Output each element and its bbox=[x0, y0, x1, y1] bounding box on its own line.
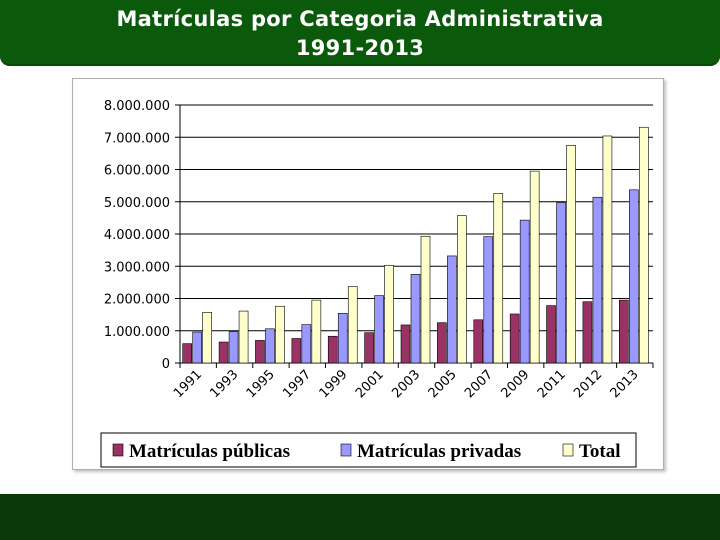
bar-private bbox=[265, 328, 275, 364]
bar-total bbox=[202, 312, 212, 364]
legend-item-private: Matrículas privadas bbox=[357, 441, 521, 462]
bar-public bbox=[218, 341, 229, 364]
x-tick-label: 1999 bbox=[317, 367, 351, 401]
bar-private bbox=[592, 196, 603, 364]
x-tick-label: 2013 bbox=[608, 367, 642, 401]
x-tick-label: 1993 bbox=[207, 367, 241, 401]
legend-box bbox=[100, 432, 637, 468]
bar-public bbox=[400, 324, 411, 364]
bar-public bbox=[619, 299, 629, 364]
bar-total bbox=[238, 310, 249, 364]
legend-item-total: Total bbox=[579, 441, 621, 462]
bar-public bbox=[327, 335, 338, 364]
x-tick-label: 2012 bbox=[571, 367, 605, 401]
y-tick-label: 7.000.000 bbox=[104, 131, 170, 146]
y-tick-label: 5.000.000 bbox=[104, 196, 170, 211]
bar-total bbox=[420, 235, 431, 364]
bar-private bbox=[410, 274, 421, 364]
bar-private bbox=[556, 202, 566, 364]
legend-swatch bbox=[562, 443, 574, 457]
bar-chart: 0 1.000.000 2.000.000 3.000.000 4.000.000 5.0… bbox=[100, 99, 654, 468]
x-tick-label: 1991 bbox=[171, 367, 205, 401]
bar-private bbox=[374, 295, 384, 364]
y-tick-label: 8.000.000 bbox=[104, 99, 170, 114]
bar-total bbox=[602, 135, 613, 364]
x-tick-label: 2001 bbox=[353, 367, 387, 401]
bar-public bbox=[182, 343, 192, 364]
x-tick-label: 2007 bbox=[462, 367, 496, 401]
page-title: Matrículas por Categoria Administrativa bbox=[116, 7, 604, 31]
bar-private bbox=[301, 324, 312, 364]
bar-total bbox=[311, 299, 322, 364]
title-bar: Matrículas por Categoria Administrativa … bbox=[0, 0, 720, 66]
bar-private bbox=[337, 313, 348, 364]
bar-public bbox=[255, 340, 265, 364]
bar-total bbox=[275, 305, 285, 364]
x-tick-label: 2009 bbox=[498, 367, 532, 401]
bar-public bbox=[582, 301, 593, 364]
legend-item-public: Matrículas públicas bbox=[129, 441, 290, 462]
chart-frame: 0 1.000.000 2.000.000 3.000.000 4.000.000 5.0… bbox=[72, 78, 664, 470]
bar-private bbox=[447, 255, 457, 364]
y-tick-label: 3.000.000 bbox=[104, 260, 170, 275]
legend-swatch bbox=[112, 443, 124, 457]
bar-total bbox=[529, 170, 540, 364]
y-tick-label: 2.000.000 bbox=[104, 293, 170, 308]
bar-total bbox=[347, 286, 358, 364]
y-tick-label: 4.000.000 bbox=[104, 228, 170, 243]
bar-private bbox=[483, 236, 494, 364]
y-tick-label: 6.000.000 bbox=[104, 164, 170, 179]
y-tick-label: 0 bbox=[162, 357, 170, 372]
bar-public bbox=[546, 305, 556, 364]
bar-public bbox=[364, 332, 374, 364]
bar-private bbox=[228, 331, 239, 364]
bar-total bbox=[639, 126, 649, 364]
legend-swatch bbox=[340, 443, 352, 457]
bar-public bbox=[473, 319, 484, 364]
x-tick-label: 1997 bbox=[280, 367, 314, 401]
bar-private bbox=[519, 219, 530, 364]
footer-bar bbox=[0, 494, 720, 540]
bar-public bbox=[437, 322, 447, 364]
bar-private bbox=[192, 331, 202, 364]
page-subtitle: 1991-2013 bbox=[295, 36, 425, 60]
bar-public bbox=[509, 313, 520, 364]
bar-private bbox=[629, 189, 639, 364]
bar-total bbox=[457, 215, 467, 364]
y-tick-label: 1.000.000 bbox=[104, 325, 170, 340]
x-tick-label: 2005 bbox=[426, 367, 460, 401]
bar-total bbox=[384, 264, 394, 364]
x-tick-label: 1995 bbox=[244, 367, 278, 401]
x-tick-label: 2011 bbox=[535, 367, 569, 401]
bar-total bbox=[566, 145, 576, 364]
bar-total bbox=[493, 193, 504, 364]
x-tick-label: 2003 bbox=[389, 367, 423, 401]
bar-public bbox=[291, 338, 302, 364]
